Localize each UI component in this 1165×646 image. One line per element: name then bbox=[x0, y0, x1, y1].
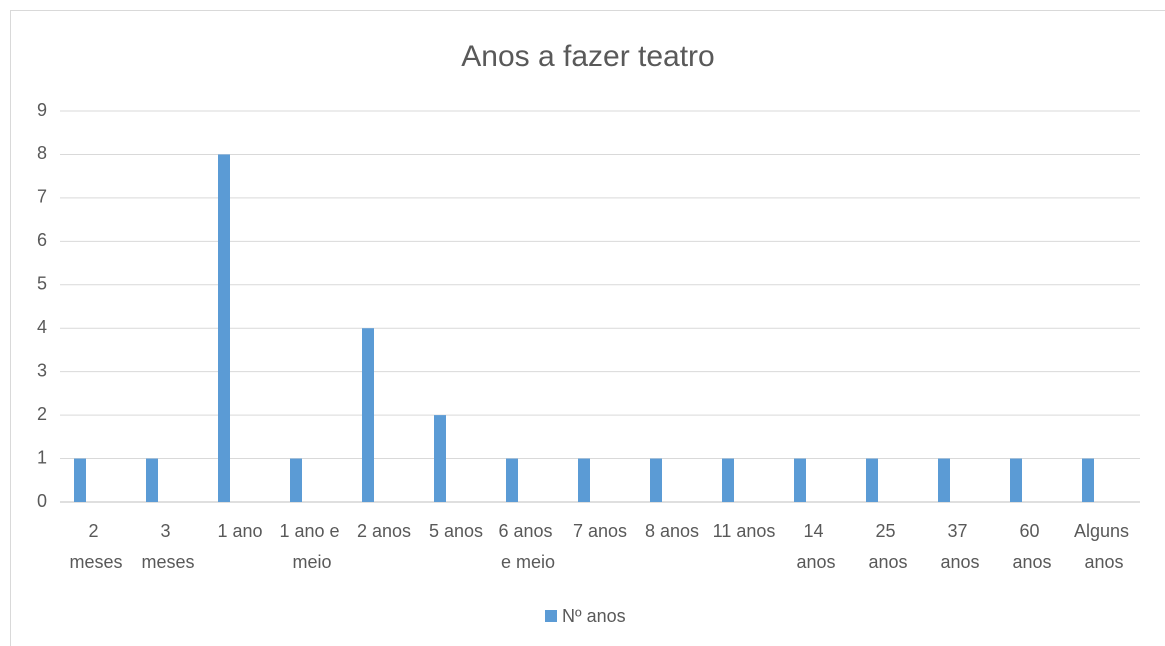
bar bbox=[578, 458, 590, 502]
y-tick-label: 8 bbox=[37, 143, 47, 163]
bar bbox=[938, 458, 950, 502]
x-tick-label: 8 anos bbox=[645, 521, 699, 541]
bar bbox=[290, 458, 302, 502]
bar bbox=[1010, 458, 1022, 502]
x-tick-label: 2 anos bbox=[357, 521, 411, 541]
legend-swatch bbox=[545, 610, 557, 622]
bar bbox=[1082, 458, 1094, 502]
x-tick-label: 7 anos bbox=[573, 521, 627, 541]
x-tick-label: 3 meses bbox=[141, 521, 194, 572]
y-tick-label: 2 bbox=[37, 404, 47, 424]
y-tick-label: 0 bbox=[37, 491, 47, 511]
y-tick-label: 1 bbox=[37, 447, 47, 467]
bar bbox=[362, 328, 374, 502]
x-tick-label: 6 anos e meio bbox=[498, 521, 557, 572]
x-tick-label: 60 anos bbox=[1012, 521, 1051, 572]
bar bbox=[218, 154, 230, 502]
bar bbox=[866, 458, 878, 502]
y-tick-label: 3 bbox=[37, 360, 47, 380]
bar bbox=[722, 458, 734, 502]
x-tick-label: 37 anos bbox=[940, 521, 979, 572]
x-tick-label: 1 ano e meio bbox=[279, 521, 344, 572]
bar bbox=[650, 458, 662, 502]
x-tick-label: Alguns anos bbox=[1074, 521, 1134, 572]
bar bbox=[146, 458, 158, 502]
y-tick-label: 4 bbox=[37, 317, 47, 337]
x-tick-label: 5 anos bbox=[429, 521, 483, 541]
chart-title: Anos a fazer teatro bbox=[461, 40, 714, 73]
bar bbox=[506, 458, 518, 502]
x-tick-label: 2 meses bbox=[69, 521, 122, 572]
x-tick-label: 1 ano bbox=[217, 521, 262, 541]
y-tick-label: 6 bbox=[37, 230, 47, 250]
x-tick-label: 25 anos bbox=[868, 521, 907, 572]
legend-label: Nº anos bbox=[562, 606, 626, 626]
bar bbox=[794, 458, 806, 502]
bar bbox=[74, 458, 86, 502]
x-tick-label: 14 anos bbox=[796, 521, 835, 572]
x-tick-label: 11 anos bbox=[713, 521, 776, 541]
y-tick-label: 5 bbox=[37, 274, 47, 294]
y-tick-label: 7 bbox=[37, 187, 47, 207]
y-tick-label: 9 bbox=[37, 100, 47, 120]
bar bbox=[434, 415, 446, 502]
